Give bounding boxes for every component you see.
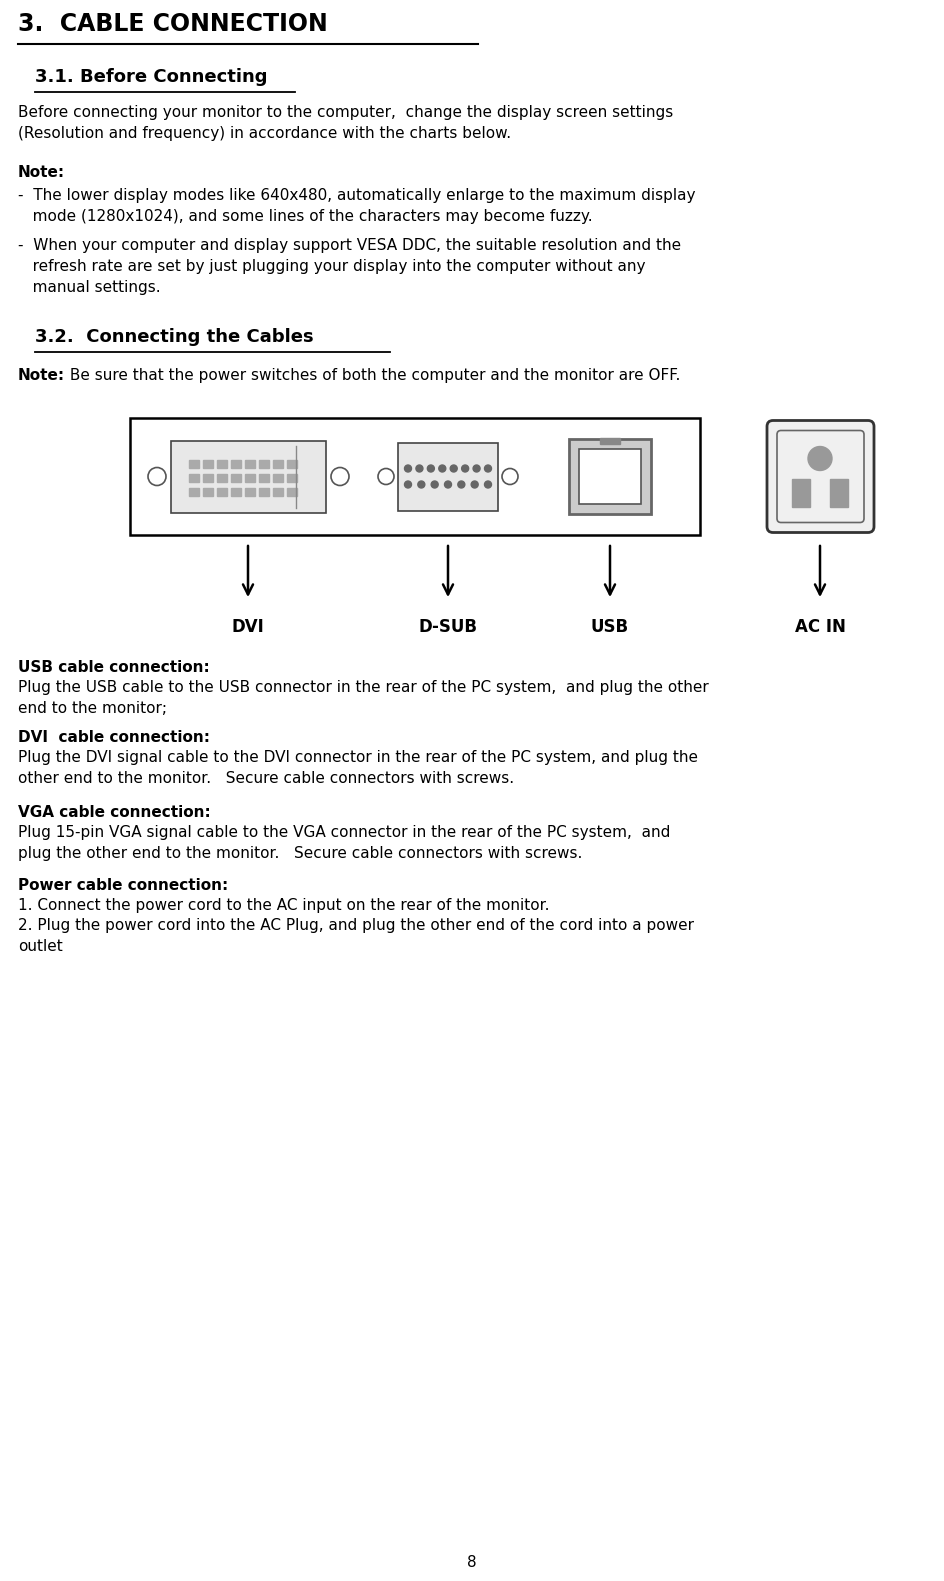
Bar bbox=[829, 479, 847, 506]
Bar bbox=[171, 441, 326, 512]
Bar bbox=[130, 417, 700, 534]
Circle shape bbox=[404, 481, 411, 489]
Circle shape bbox=[807, 446, 831, 471]
Circle shape bbox=[427, 465, 434, 473]
Bar bbox=[287, 487, 296, 495]
Text: USB cable connection:: USB cable connection: bbox=[18, 659, 210, 675]
Bar bbox=[273, 487, 282, 495]
Circle shape bbox=[415, 465, 423, 473]
Text: Note:: Note: bbox=[18, 164, 65, 180]
FancyBboxPatch shape bbox=[767, 421, 873, 533]
Text: D-SUB: D-SUB bbox=[418, 618, 477, 636]
Bar bbox=[579, 449, 640, 503]
Circle shape bbox=[473, 465, 480, 473]
Text: Before connecting your monitor to the computer,  change the display screen setti: Before connecting your monitor to the co… bbox=[18, 104, 672, 141]
Circle shape bbox=[417, 481, 425, 489]
Circle shape bbox=[457, 481, 464, 489]
Circle shape bbox=[484, 465, 491, 473]
Bar bbox=[230, 473, 241, 482]
Circle shape bbox=[471, 481, 478, 489]
Text: 2. Plug the power cord into the AC Plug, and plug the other end of the cord into: 2. Plug the power cord into the AC Plug,… bbox=[18, 919, 693, 953]
Text: -  When your computer and display support VESA DDC, the suitable resolution and : - When your computer and display support… bbox=[18, 239, 681, 296]
Text: Note:: Note: bbox=[18, 368, 65, 383]
Bar bbox=[259, 460, 269, 468]
Text: DVI  cable connection:: DVI cable connection: bbox=[18, 730, 210, 745]
Text: Plug 15-pin VGA signal cable to the VGA connector in the rear of the PC system, : Plug 15-pin VGA signal cable to the VGA … bbox=[18, 825, 669, 862]
Circle shape bbox=[444, 481, 451, 489]
Bar bbox=[203, 487, 212, 495]
Circle shape bbox=[484, 481, 491, 489]
Bar bbox=[287, 473, 296, 482]
Text: USB: USB bbox=[590, 618, 629, 636]
Text: -  The lower display modes like 640x480, automatically enlarge to the maximum di: - The lower display modes like 640x480, … bbox=[18, 188, 695, 225]
Text: 3.2.  Connecting the Cables: 3.2. Connecting the Cables bbox=[35, 327, 313, 346]
Text: Be sure that the power switches of both the computer and the monitor are OFF.: Be sure that the power switches of both … bbox=[65, 368, 680, 383]
Bar bbox=[287, 460, 296, 468]
Bar bbox=[244, 473, 255, 482]
Bar bbox=[230, 460, 241, 468]
Bar bbox=[217, 473, 227, 482]
Text: DVI: DVI bbox=[231, 618, 264, 636]
Circle shape bbox=[438, 465, 446, 473]
Bar bbox=[791, 479, 809, 506]
Bar bbox=[273, 473, 282, 482]
Circle shape bbox=[148, 468, 166, 485]
Circle shape bbox=[378, 468, 394, 484]
Bar bbox=[217, 487, 227, 495]
Bar bbox=[244, 487, 255, 495]
Bar bbox=[568, 438, 650, 514]
Bar bbox=[203, 473, 212, 482]
Text: Plug the USB cable to the USB connector in the rear of the PC system,  and plug : Plug the USB cable to the USB connector … bbox=[18, 680, 708, 716]
Circle shape bbox=[430, 481, 438, 489]
Text: VGA cable connection:: VGA cable connection: bbox=[18, 805, 211, 821]
Bar bbox=[217, 460, 227, 468]
Bar bbox=[230, 487, 241, 495]
Text: Plug the DVI signal cable to the DVI connector in the rear of the PC system, and: Plug the DVI signal cable to the DVI con… bbox=[18, 749, 698, 786]
Bar bbox=[189, 460, 199, 468]
Bar bbox=[203, 460, 212, 468]
Bar bbox=[273, 460, 282, 468]
Circle shape bbox=[501, 468, 517, 484]
Circle shape bbox=[404, 465, 411, 473]
Bar bbox=[189, 473, 199, 482]
Text: 3.1. Before Connecting: 3.1. Before Connecting bbox=[35, 68, 267, 85]
FancyBboxPatch shape bbox=[776, 430, 863, 522]
Bar bbox=[599, 438, 619, 444]
Circle shape bbox=[462, 465, 468, 473]
Circle shape bbox=[330, 468, 348, 485]
Text: AC IN: AC IN bbox=[794, 618, 845, 636]
Text: 1. Connect the power cord to the AC input on the rear of the monitor.: 1. Connect the power cord to the AC inpu… bbox=[18, 898, 548, 912]
Bar bbox=[259, 473, 269, 482]
Text: 8: 8 bbox=[466, 1556, 477, 1570]
Text: 3.  CABLE CONNECTION: 3. CABLE CONNECTION bbox=[18, 13, 328, 36]
Bar bbox=[244, 460, 255, 468]
Text: Power cable connection:: Power cable connection: bbox=[18, 877, 228, 893]
Bar bbox=[259, 487, 269, 495]
Bar bbox=[397, 443, 497, 511]
Bar bbox=[189, 487, 199, 495]
Circle shape bbox=[449, 465, 457, 473]
